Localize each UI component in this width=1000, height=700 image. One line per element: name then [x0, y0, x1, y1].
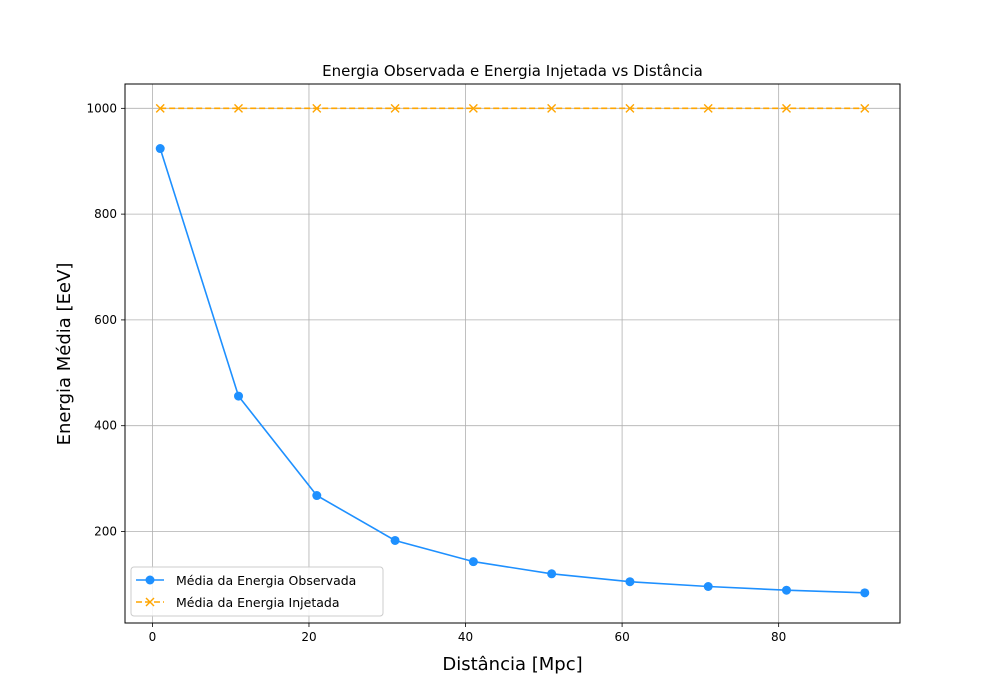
y-tick-label: 800: [94, 207, 117, 221]
legend-label-injetada: Média da Energia Injetada: [176, 595, 339, 610]
axis-ticks: 0 20 40 60 80 200 400 600 800 1000: [86, 101, 786, 644]
data-point: [234, 391, 244, 401]
legend-marker-injetada: [145, 597, 155, 607]
plot-frame: [124, 83, 901, 624]
y-tick-label: 200: [94, 524, 117, 538]
data-point: [312, 103, 322, 113]
x-axis-title: Distância [Mpc]: [442, 654, 582, 675]
legend: Média da Energia Observada Média da Ener…: [130, 566, 384, 617]
legend-box: [130, 566, 384, 617]
x-tick-label: 20: [301, 630, 316, 644]
data-point: [703, 103, 713, 113]
data-point: [468, 103, 478, 113]
chart-title: Energia Observada e Energia Injetada vs …: [322, 62, 703, 80]
data-point: [390, 103, 400, 113]
x-tick-label: 80: [771, 630, 786, 644]
data-point: [155, 103, 165, 113]
x-tick-label: 40: [458, 630, 473, 644]
data-point: [547, 103, 557, 113]
data-point: [155, 144, 165, 154]
data-point: [860, 588, 870, 598]
data-point: [781, 103, 791, 113]
x-tick-label: 0: [149, 630, 157, 644]
data-point: [234, 103, 244, 113]
legend-marker-observada: [145, 575, 155, 585]
data-point: [625, 103, 635, 113]
data-point: [468, 557, 478, 567]
data-point: [781, 585, 791, 595]
data-point: [547, 569, 557, 579]
y-tick-label: 1000: [86, 101, 117, 115]
plot-series: [155, 103, 870, 598]
data-point: [312, 491, 322, 501]
y-tick-label: 600: [94, 313, 117, 327]
data-point: [390, 535, 400, 545]
y-axis-title: Energia Média [EeV]: [54, 263, 75, 446]
data-point: [703, 582, 713, 592]
legend-label-observada: Média da Energia Observada: [176, 573, 356, 588]
y-tick-label: 400: [94, 419, 117, 433]
data-point: [860, 103, 870, 113]
series-line-0: [159, 148, 865, 594]
data-point: [625, 577, 635, 587]
x-tick-label: 60: [614, 630, 629, 644]
